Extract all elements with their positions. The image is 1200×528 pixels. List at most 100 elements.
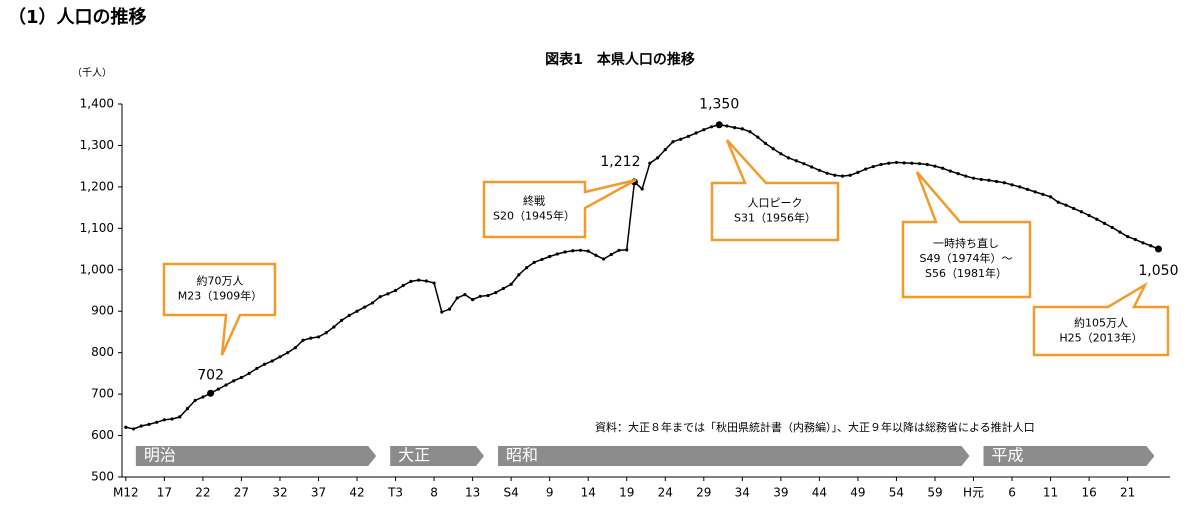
point: [440, 310, 444, 314]
era-arrow: [498, 446, 970, 466]
point: [625, 248, 629, 252]
point: [925, 162, 929, 167]
point: [185, 407, 190, 411]
point: [725, 124, 729, 128]
point: [332, 325, 336, 329]
point: [494, 290, 498, 295]
point: [455, 296, 459, 300]
point: [655, 156, 660, 160]
point: [1087, 213, 1091, 218]
x-tick-label: 13: [465, 486, 480, 500]
point: [995, 179, 999, 184]
point: [509, 282, 513, 286]
y-tick-label: 1,400: [80, 97, 114, 111]
point: [447, 307, 452, 311]
x-tick-label: 27: [234, 486, 249, 500]
point: [501, 286, 506, 291]
point: [1118, 230, 1122, 234]
callout-text: 一時持ち直し: [933, 236, 999, 250]
x-tick-label: 22: [195, 486, 210, 500]
point: [733, 126, 737, 130]
x-tick-label: 8: [430, 486, 438, 500]
point: [255, 366, 259, 371]
point: [417, 278, 421, 282]
point: [478, 294, 482, 298]
callout-text: 人口ピーク: [748, 197, 803, 210]
point: [378, 295, 382, 299]
x-tick-label: T3: [387, 486, 403, 500]
point: [340, 318, 344, 322]
point: [1126, 235, 1130, 239]
y-tick-label: 700: [91, 387, 114, 401]
point: [232, 379, 236, 383]
point: [894, 160, 899, 165]
point: [679, 137, 683, 141]
x-tick-label: 24: [658, 486, 673, 500]
point: [825, 171, 829, 175]
point: [293, 346, 297, 350]
point: [463, 293, 467, 297]
highlight-point: [715, 121, 723, 129]
point: [840, 174, 845, 178]
point: [270, 359, 274, 363]
point: [709, 125, 714, 129]
point: [239, 375, 244, 380]
point: [1079, 210, 1083, 214]
point: [147, 422, 151, 426]
x-tick-label: 9: [546, 486, 554, 500]
point: [578, 248, 583, 252]
point: [1056, 200, 1060, 204]
y-tick-label: 1,100: [80, 221, 114, 235]
y-tick-label: 800: [91, 345, 114, 359]
x-tick-label: 44: [812, 486, 827, 500]
x-tick-label: 21: [1120, 486, 1135, 500]
point: [424, 279, 428, 283]
point: [370, 301, 375, 305]
x-tick-label: 16: [1081, 486, 1096, 500]
point: [224, 383, 228, 387]
point-label: 1,212: [600, 154, 640, 170]
point: [933, 164, 937, 168]
point: [594, 253, 598, 257]
point: [956, 172, 960, 176]
point: [139, 424, 143, 428]
point: [1095, 217, 1099, 221]
point: [910, 161, 914, 165]
point: [609, 252, 613, 257]
callout-text: 約70万人: [197, 274, 244, 288]
point: [987, 178, 991, 182]
point: [1033, 190, 1037, 194]
point-label: 1,050: [1138, 263, 1178, 279]
x-tick-label: 42: [349, 486, 364, 500]
x-tick-label: 49: [850, 486, 865, 500]
point: [779, 152, 783, 156]
x-tick-label: 14: [581, 486, 596, 500]
point: [155, 420, 159, 424]
point: [124, 425, 128, 429]
era-arrow: [983, 446, 1155, 466]
x-tick-label: 19: [619, 486, 634, 500]
point: [902, 161, 906, 165]
point: [1041, 192, 1045, 196]
point: [586, 249, 590, 253]
point: [1133, 237, 1137, 242]
y-tick-label: 900: [91, 304, 114, 318]
callout-text: 約105万人: [1074, 316, 1128, 330]
point: [131, 427, 136, 431]
callout-box: [901, 171, 1032, 299]
point: [817, 168, 821, 172]
point: [170, 417, 174, 421]
point: [941, 166, 945, 170]
x-tick-label: S4: [504, 486, 519, 500]
point: [663, 147, 667, 152]
point: [532, 260, 536, 264]
callout-text: 終戦: [523, 194, 545, 208]
era-label: 大正: [398, 446, 430, 465]
point: [771, 147, 775, 151]
point: [871, 164, 875, 169]
point: [1149, 244, 1153, 248]
era-label: 平成: [992, 446, 1024, 465]
point: [201, 395, 205, 399]
point: [363, 305, 367, 309]
point: [316, 335, 321, 339]
